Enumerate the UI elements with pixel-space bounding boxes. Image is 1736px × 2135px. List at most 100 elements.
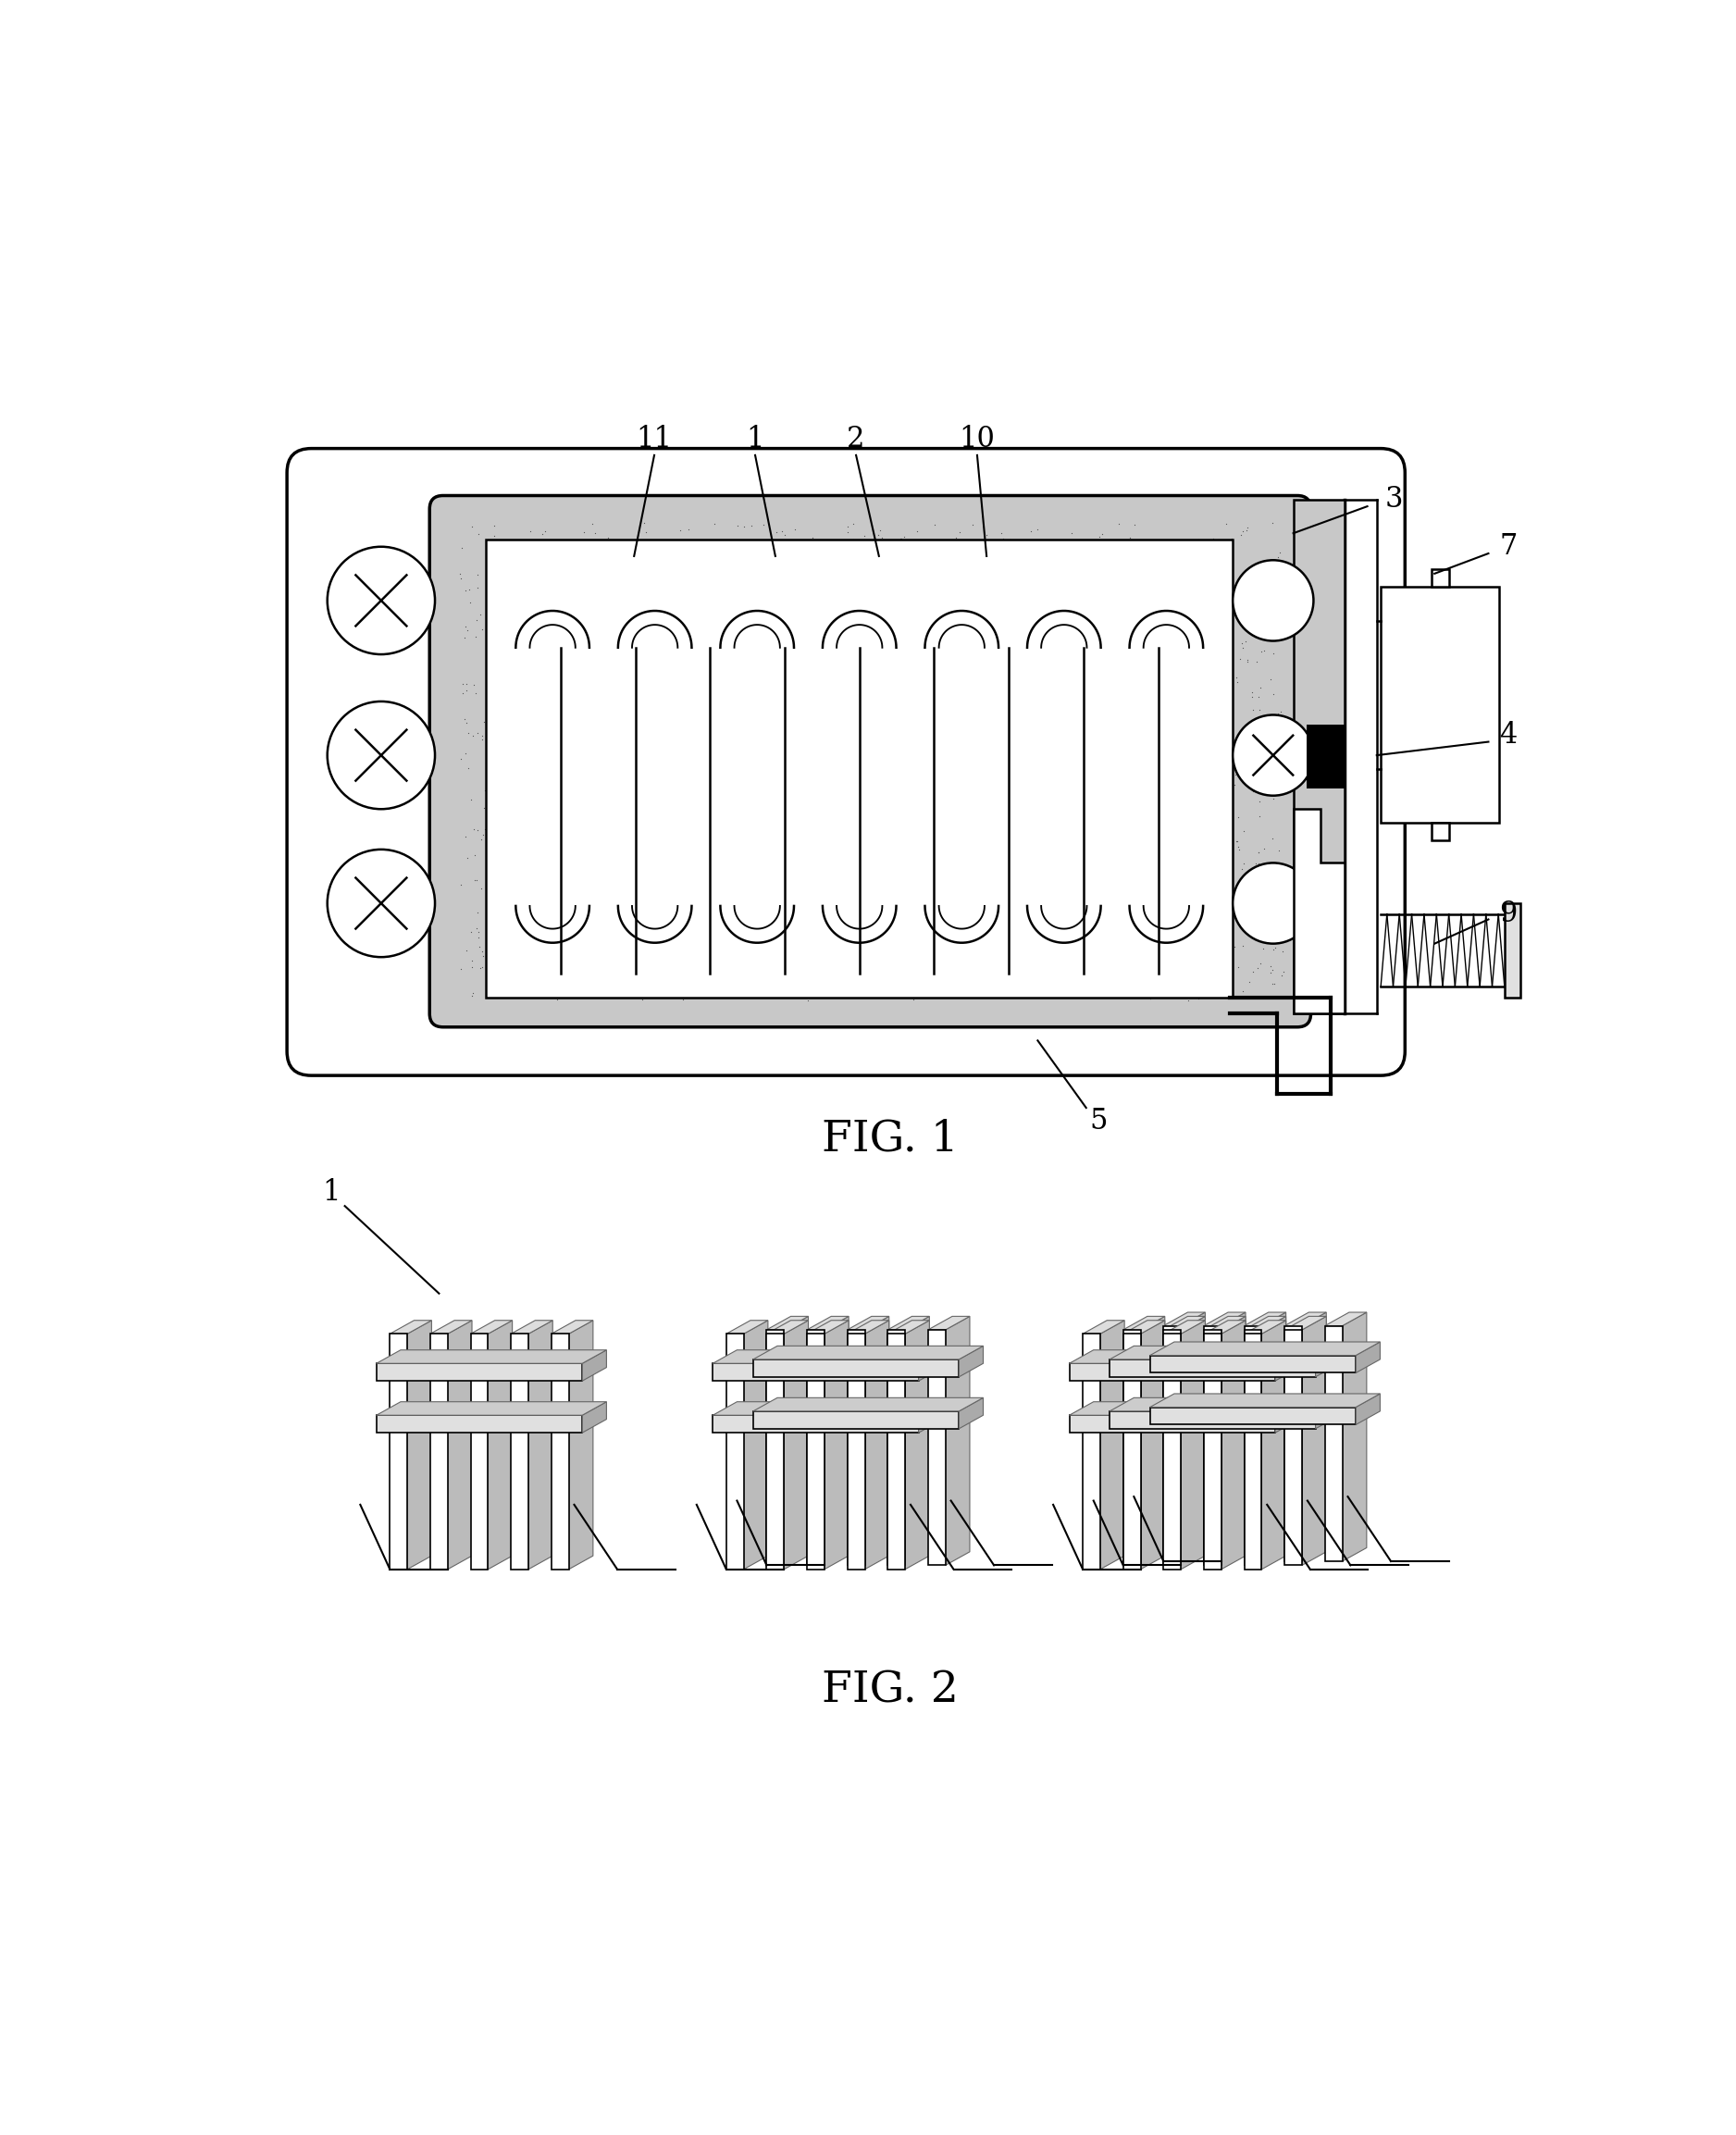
Point	[1174, 982, 1201, 1016]
Point	[1213, 594, 1241, 628]
Polygon shape	[753, 1398, 983, 1411]
Polygon shape	[865, 1319, 889, 1569]
Polygon shape	[431, 1334, 448, 1569]
Point	[878, 529, 906, 564]
Point	[1262, 858, 1290, 892]
Point	[469, 717, 496, 752]
Point	[1266, 734, 1293, 769]
Point	[767, 515, 795, 549]
Point	[995, 523, 1023, 557]
Point	[1238, 675, 1266, 709]
Circle shape	[328, 547, 436, 653]
Point	[453, 841, 481, 875]
Point	[767, 976, 795, 1010]
Point	[1259, 636, 1286, 670]
Polygon shape	[1163, 1313, 1205, 1326]
Point	[1229, 895, 1257, 929]
Point	[490, 978, 517, 1012]
Point	[458, 976, 486, 1010]
Polygon shape	[408, 1319, 432, 1569]
Polygon shape	[1356, 1394, 1380, 1424]
Point	[941, 980, 969, 1014]
Point	[448, 532, 476, 566]
Point	[450, 666, 477, 700]
Point	[1219, 903, 1246, 937]
Point	[783, 525, 811, 559]
Polygon shape	[1245, 1319, 1286, 1334]
Point	[453, 613, 481, 647]
Polygon shape	[929, 1330, 946, 1565]
Point	[1217, 927, 1245, 961]
Point	[868, 521, 896, 555]
Point	[467, 613, 495, 647]
Point	[1245, 798, 1272, 833]
Circle shape	[328, 850, 436, 956]
Point	[731, 510, 759, 544]
Point	[793, 982, 821, 1016]
Point	[1233, 512, 1260, 547]
Polygon shape	[1203, 1317, 1245, 1330]
Point	[476, 679, 503, 713]
Polygon shape	[1285, 1313, 1326, 1326]
Polygon shape	[1276, 1403, 1299, 1433]
Point	[1257, 950, 1285, 984]
Polygon shape	[1109, 1411, 1316, 1428]
Point	[481, 519, 509, 553]
Text: 2: 2	[847, 425, 865, 453]
Point	[1213, 914, 1241, 948]
FancyBboxPatch shape	[429, 495, 1311, 1027]
Point	[1219, 653, 1246, 687]
Polygon shape	[1203, 1326, 1222, 1561]
Point	[1264, 897, 1292, 931]
Text: 5: 5	[1088, 1106, 1108, 1136]
Point	[1245, 845, 1272, 880]
Point	[469, 722, 496, 756]
Point	[1213, 769, 1241, 803]
Point	[1215, 747, 1243, 781]
Polygon shape	[510, 1319, 552, 1334]
Point	[1259, 967, 1286, 1001]
Point	[1250, 914, 1278, 948]
Point	[1245, 617, 1272, 651]
Point	[1217, 626, 1245, 660]
Polygon shape	[1069, 1403, 1299, 1416]
Point	[1245, 617, 1272, 651]
Point	[476, 854, 503, 888]
Point	[453, 666, 481, 700]
Point	[457, 585, 484, 619]
Polygon shape	[887, 1319, 929, 1334]
Point	[988, 529, 1016, 564]
Bar	[486, 540, 1233, 997]
Point	[1241, 557, 1269, 591]
Polygon shape	[431, 1319, 472, 1334]
Polygon shape	[904, 1319, 929, 1569]
Polygon shape	[377, 1349, 606, 1364]
Polygon shape	[1245, 1334, 1262, 1569]
Point	[1240, 739, 1267, 773]
Point	[446, 867, 474, 901]
Point	[1116, 521, 1144, 555]
Point	[1069, 978, 1097, 1012]
Text: 1: 1	[323, 1179, 340, 1206]
Point	[1130, 978, 1158, 1012]
Polygon shape	[726, 1334, 743, 1569]
Point	[458, 950, 486, 984]
Text: FIG. 1: FIG. 1	[821, 1119, 958, 1159]
Point	[540, 523, 568, 557]
Point	[1120, 508, 1147, 542]
Point	[543, 982, 571, 1016]
Point	[451, 673, 479, 707]
Point	[1262, 739, 1290, 773]
Point	[1130, 974, 1158, 1008]
Point	[986, 523, 1014, 557]
Point	[1240, 775, 1267, 809]
Polygon shape	[391, 1334, 408, 1569]
Point	[1269, 954, 1297, 989]
Point	[474, 752, 502, 786]
Point	[830, 527, 858, 562]
Polygon shape	[1149, 1343, 1380, 1356]
Point	[667, 512, 694, 547]
Point	[571, 515, 599, 549]
Polygon shape	[1325, 1326, 1342, 1561]
Point	[1226, 643, 1253, 677]
